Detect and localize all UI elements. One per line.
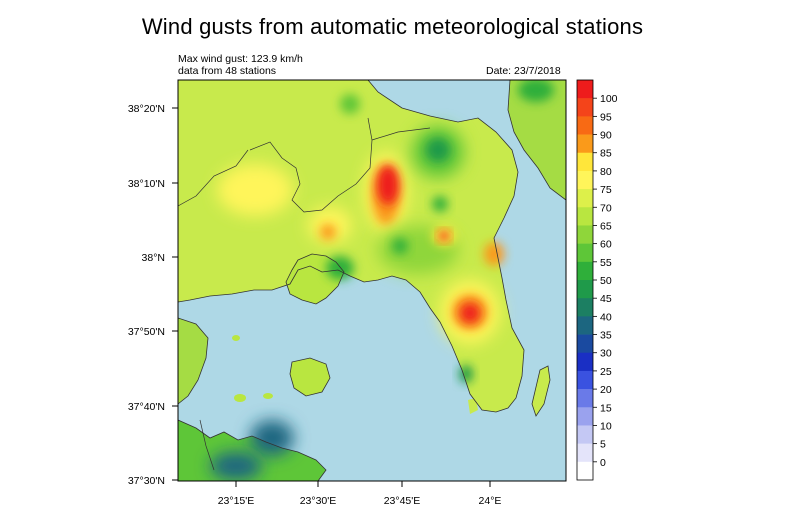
- lat-tick-label: 38°20'N: [128, 103, 165, 115]
- colorbar-label: 30: [600, 348, 612, 360]
- colorbar-label: 60: [600, 239, 612, 251]
- colorbar-swatch: [577, 443, 593, 463]
- colorbar-label: 95: [600, 111, 612, 123]
- colorbar-label: 25: [600, 366, 612, 378]
- colorbar-swatch: [577, 352, 593, 372]
- map-frame: [177, 79, 567, 482]
- coastlines: [178, 80, 566, 481]
- colorbar-swatch: [577, 461, 593, 481]
- islet: [232, 335, 240, 341]
- colorbar-label: 85: [600, 148, 612, 160]
- latitude-axis: 38°20'N 38°10'N 38°N 37°50'N 37°40'N 37°30'N: [128, 103, 178, 487]
- colorbar-label: 35: [600, 330, 612, 342]
- colorbar-swatch: [577, 370, 593, 390]
- colorbar-label: 40: [600, 311, 612, 323]
- lon-tick-label: 24°E: [479, 495, 502, 507]
- land-aegina: [290, 358, 330, 396]
- colorbar-swatch: [577, 116, 593, 135]
- colorbar-swatch: [577, 425, 593, 444]
- colorbar-swatch: [577, 407, 593, 426]
- colorbar-label: 5: [600, 439, 606, 451]
- colorbar-swatch: [577, 80, 593, 99]
- lat-tick-label: 37°30'N: [128, 475, 165, 487]
- colorbar-label: 75: [600, 184, 612, 196]
- colorbar-label: 45: [600, 293, 612, 305]
- colorbar-swatch: [577, 298, 593, 317]
- map-title: Wind gusts from automatic meteorological…: [141, 14, 644, 39]
- colorbar-swatch: [577, 134, 593, 154]
- colorbar-swatch: [577, 170, 593, 190]
- lat-tick-label: 37°50'N: [128, 326, 165, 338]
- colorbar-swatch: [577, 152, 593, 172]
- colorbar-label: 20: [600, 384, 612, 396]
- colorbar-swatch: [577, 225, 593, 244]
- stations-count-text: data from 48 stations: [178, 65, 277, 77]
- colorbar-swatch: [577, 334, 593, 354]
- colorbar-swatch: [577, 316, 593, 335]
- lat-tick-label: 38°N: [142, 252, 165, 264]
- max-gust-text: Max wind gust: 123.9 km/h: [178, 53, 303, 65]
- colorbar-label: 100: [600, 93, 618, 105]
- colorbar-label: 65: [600, 220, 612, 232]
- land-northeast: [508, 80, 566, 200]
- colorbar-label: 90: [600, 130, 612, 142]
- colorbar-label: 15: [600, 402, 612, 414]
- colorbar-swatch: [577, 261, 593, 281]
- islet: [234, 394, 246, 402]
- gust-field: [210, 80, 554, 480]
- islet: [263, 393, 273, 399]
- colorbar-swatch: [577, 280, 593, 299]
- lon-tick-label: 23°30'E: [300, 495, 337, 507]
- colorbar: 1009590858075706560555045403530252015105…: [576, 79, 618, 481]
- land-southwest: [178, 318, 208, 404]
- colorbar-swatch: [577, 98, 593, 117]
- colorbar-label: 70: [600, 202, 612, 214]
- lon-tick-label: 23°15'E: [218, 495, 255, 507]
- colorbar-swatch: [577, 389, 593, 408]
- map-area: [178, 80, 566, 481]
- lat-tick-label: 38°10'N: [128, 178, 165, 190]
- land-makronisos: [532, 366, 550, 416]
- colorbar-label: 80: [600, 166, 612, 178]
- colorbar-label: 55: [600, 257, 612, 269]
- colorbar-swatch: [577, 243, 593, 263]
- lat-tick-label: 37°40'N: [128, 401, 165, 413]
- colorbar-label: 0: [600, 457, 606, 469]
- longitude-axis: 23°15'E 23°30'E 23°45'E 24°E: [218, 481, 502, 507]
- colorbar-label: 10: [600, 420, 612, 432]
- date-text: Date: 23/7/2018: [486, 65, 561, 77]
- colorbar-swatch: [577, 207, 593, 226]
- colorbar-swatch: [577, 189, 593, 208]
- colorbar-label: 50: [600, 275, 612, 287]
- lon-tick-label: 23°45'E: [384, 495, 421, 507]
